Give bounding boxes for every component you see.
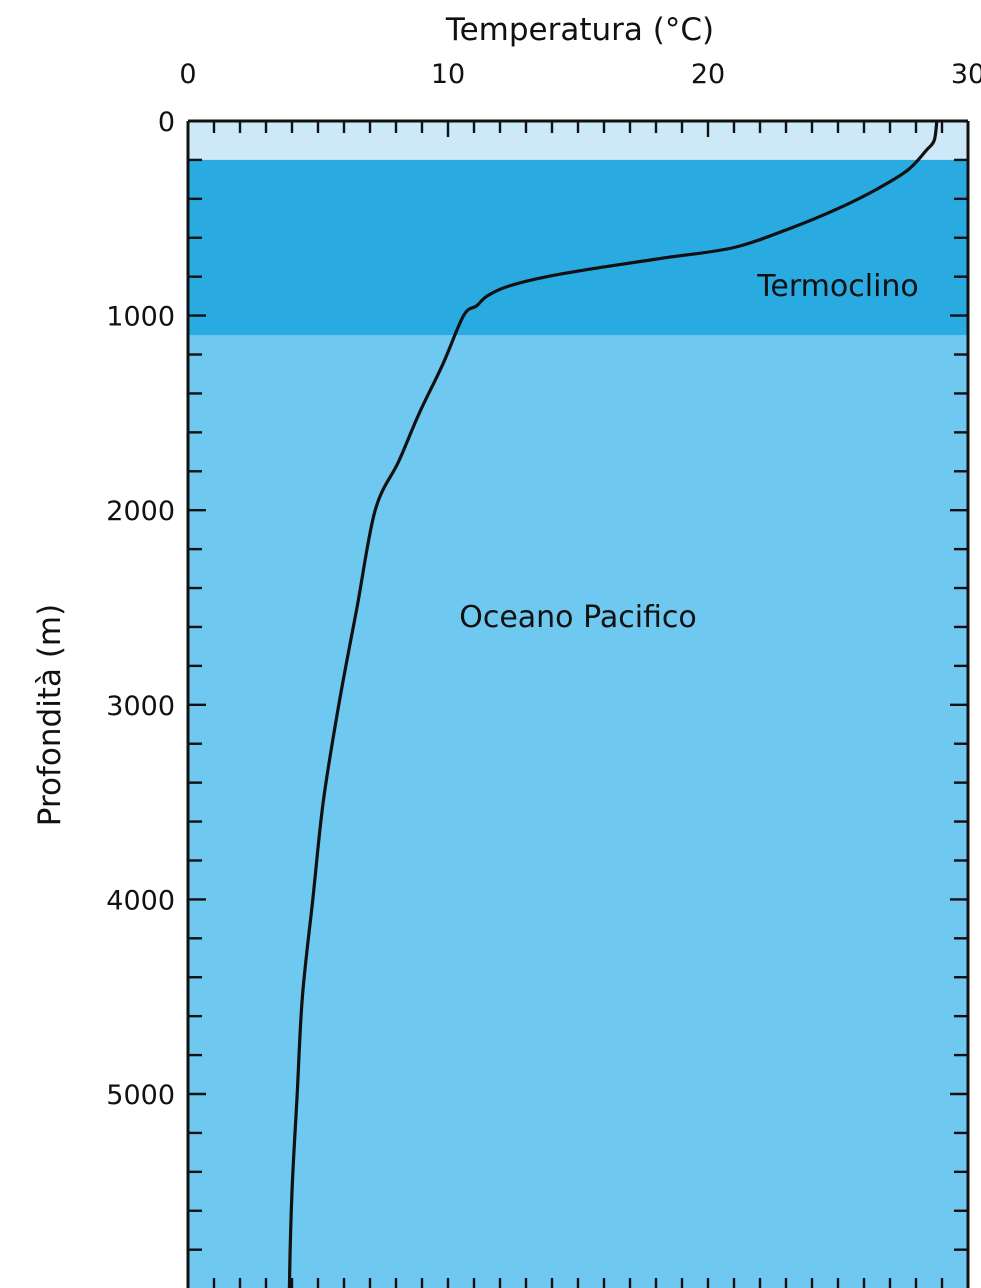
curve-layer (287, 121, 939, 1288)
plot-frame (186, 119, 970, 1288)
thermocline-annotation: Termoclino (756, 269, 919, 304)
x-tick-label: 30 (951, 59, 981, 90)
y-tick-label: 3000 (106, 691, 175, 722)
y-tick-label: 5000 (106, 1080, 175, 1111)
y-tick-label: 1000 (106, 302, 175, 333)
y-tick-label: 2000 (106, 496, 175, 527)
x-axis-title: Temperatura (°C) (445, 12, 714, 48)
x-tick-labels: 0 10 20 30 (179, 59, 981, 90)
x-tick-label: 20 (691, 59, 725, 90)
thermocline-band (188, 159, 968, 336)
y-axis-title: Profondità (m) (32, 604, 68, 826)
x-tick-label: 10 (431, 59, 465, 90)
ocean-annotation: Oceano Pacifico (459, 600, 697, 635)
y-tick-label: 0 (158, 107, 175, 138)
temperature-curve (287, 121, 939, 1288)
y-tick-labels: 0 1000 2000 3000 4000 5000 (106, 107, 175, 1111)
tick-marks (186, 119, 970, 1288)
x-tick-label: 0 (179, 59, 196, 90)
y-tick-label: 4000 (106, 885, 175, 916)
